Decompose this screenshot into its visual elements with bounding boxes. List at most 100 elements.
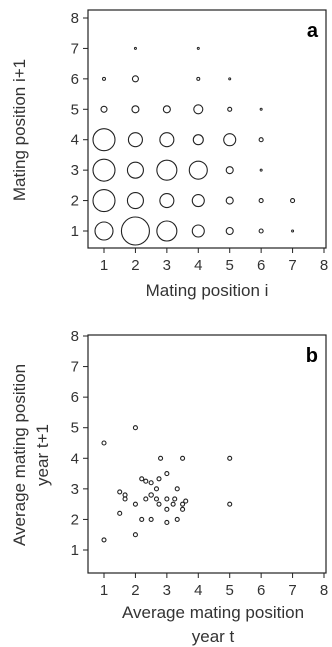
data-point xyxy=(158,455,164,461)
data-point xyxy=(92,128,116,152)
data-point xyxy=(227,501,233,507)
data-point xyxy=(126,161,144,179)
data-point xyxy=(148,516,154,522)
data-point xyxy=(127,132,143,148)
data-point xyxy=(143,496,149,502)
x-tick-label: 6 xyxy=(257,582,265,599)
data-point xyxy=(196,46,200,50)
data-point xyxy=(139,516,145,522)
data-point xyxy=(223,133,237,147)
data-point xyxy=(164,506,170,512)
y-tick-label: 6 xyxy=(71,389,79,406)
data-point xyxy=(170,501,176,507)
data-point xyxy=(225,226,234,236)
panel-a-x-ticks: 1 2 3 4 5 6 7 8 xyxy=(100,248,328,274)
data-point xyxy=(191,224,205,238)
y-tick-label: 3 xyxy=(71,162,79,179)
data-point xyxy=(180,501,186,507)
x-tick-label: 2 xyxy=(131,582,139,599)
panel-b-y-ticks: 1 2 3 4 5 6 7 8 xyxy=(71,328,88,559)
x-tick-label: 8 xyxy=(320,257,328,274)
data-point xyxy=(132,532,138,538)
data-point xyxy=(131,75,139,83)
data-point xyxy=(101,537,107,543)
data-point xyxy=(225,166,234,175)
y-tick-label: 5 xyxy=(71,101,79,118)
x-tick-label: 4 xyxy=(194,257,202,274)
data-point xyxy=(291,229,295,233)
data-point xyxy=(227,455,233,461)
x-tick-label: 5 xyxy=(226,582,234,599)
x-tick-label: 1 xyxy=(100,582,108,599)
data-point xyxy=(183,498,189,504)
panel-a-x-axis-label: Mating position i xyxy=(146,281,269,300)
data-point xyxy=(191,194,205,208)
y-tick-label: 5 xyxy=(71,420,79,437)
x-tick-label: 6 xyxy=(257,257,265,274)
data-point xyxy=(196,76,201,81)
panel-b-y-axis-label-line1: Average mating position xyxy=(10,364,29,546)
data-point xyxy=(92,189,116,213)
data-point xyxy=(133,46,137,50)
x-tick-label: 5 xyxy=(226,257,234,274)
y-tick-label: 4 xyxy=(71,132,79,149)
data-point xyxy=(258,228,264,234)
y-tick-label: 1 xyxy=(71,223,79,240)
y-tick-label: 2 xyxy=(71,511,79,528)
data-point xyxy=(132,425,138,431)
data-point xyxy=(131,105,140,114)
data-point xyxy=(162,105,171,114)
data-point xyxy=(143,478,149,484)
data-point xyxy=(122,496,128,502)
data-point xyxy=(180,455,186,461)
data-point xyxy=(92,158,116,182)
data-point xyxy=(225,196,234,205)
data-point xyxy=(164,471,170,477)
data-point xyxy=(174,486,180,492)
data-point xyxy=(156,476,162,482)
data-point xyxy=(192,134,204,146)
y-tick-label: 4 xyxy=(71,450,79,467)
x-tick-label: 3 xyxy=(163,582,171,599)
data-point xyxy=(153,496,160,502)
data-point xyxy=(156,159,178,181)
x-tick-label: 8 xyxy=(320,582,328,599)
x-tick-label: 7 xyxy=(288,257,296,274)
data-point xyxy=(188,160,208,180)
panel-b-x-axis-label-line2: year t xyxy=(192,627,235,646)
data-point xyxy=(172,496,178,502)
data-point xyxy=(101,440,107,446)
data-point xyxy=(126,192,144,210)
data-point xyxy=(164,519,170,526)
data-point xyxy=(132,501,138,507)
x-tick-label: 2 xyxy=(131,257,139,274)
x-tick-label: 3 xyxy=(163,257,171,274)
data-point xyxy=(259,107,263,111)
y-tick-label: 7 xyxy=(71,359,79,376)
panel-a-plot-frame xyxy=(87,9,327,249)
y-tick-label: 8 xyxy=(71,10,79,27)
data-point xyxy=(164,496,170,502)
data-point xyxy=(120,216,150,246)
panel-b-x-axis-label-line1: Average mating position xyxy=(122,603,304,622)
data-point xyxy=(228,77,232,81)
panel-a-y-ticks: 1 2 3 4 5 6 7 8 xyxy=(71,10,88,240)
data-point xyxy=(117,510,123,516)
data-point xyxy=(156,501,162,507)
panel-b-x-ticks: 1 2 3 4 5 6 7 8 xyxy=(100,573,328,599)
y-tick-label: 6 xyxy=(71,71,79,88)
data-point xyxy=(153,486,160,492)
y-tick-label: 3 xyxy=(71,481,79,498)
data-point xyxy=(102,76,106,81)
panel-a-points xyxy=(92,46,296,246)
y-tick-label: 8 xyxy=(71,328,79,345)
data-point xyxy=(193,104,204,115)
data-point xyxy=(227,106,233,112)
panel-b-points xyxy=(101,425,233,543)
data-point xyxy=(159,132,175,148)
data-point xyxy=(159,193,175,209)
x-tick-label: 7 xyxy=(288,582,296,599)
y-tick-label: 1 xyxy=(71,542,79,559)
data-point xyxy=(174,516,180,522)
